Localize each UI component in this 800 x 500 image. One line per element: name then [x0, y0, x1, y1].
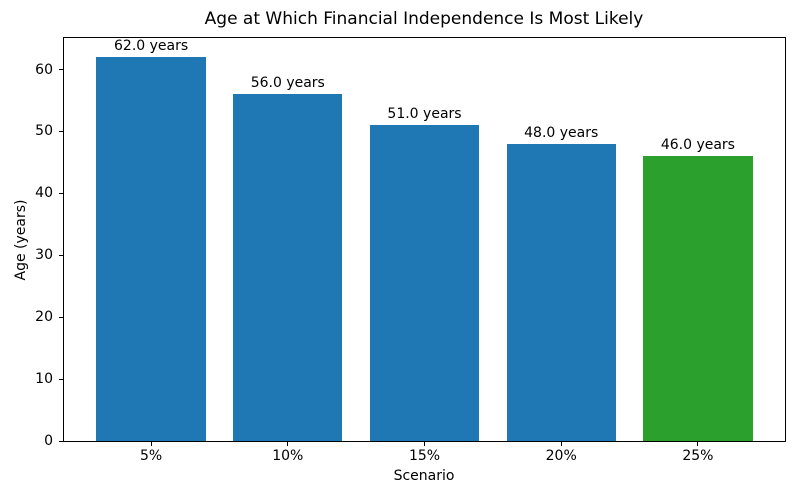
- y-tick-mark: [59, 192, 63, 194]
- y-tick-label: 50: [35, 123, 53, 140]
- x-axis-label: Scenario: [393, 468, 455, 484]
- x-tick-mark: [287, 442, 289, 446]
- x-tick-mark: [150, 442, 152, 446]
- x-tick-label: 15%: [408, 448, 441, 464]
- x-tick-mark: [560, 442, 562, 446]
- bar: [506, 143, 616, 441]
- x-tick-mark: [697, 442, 699, 446]
- y-tick-mark: [59, 69, 63, 71]
- y-tick-mark: [59, 254, 63, 256]
- x-tick-label: 10%: [272, 448, 304, 464]
- bar: [643, 156, 753, 441]
- bar: [369, 125, 480, 441]
- y-tick-label: 60: [35, 61, 53, 78]
- y-tick-label: 0: [44, 433, 53, 449]
- bar-value-label: 62.0 years: [114, 38, 189, 55]
- bar-value-label: 46.0 years: [660, 137, 735, 154]
- y-tick-mark: [59, 378, 63, 380]
- y-tick-mark: [59, 130, 63, 132]
- y-tick-label: 10: [35, 371, 53, 388]
- x-tick-label: 5%: [139, 448, 163, 464]
- bar-value-label: 48.0 years: [524, 124, 599, 141]
- chart-title: Age at Which Financial Independence Is M…: [204, 9, 644, 29]
- x-tick-label: 20%: [545, 448, 577, 464]
- y-tick-label: 20: [35, 309, 53, 326]
- bar-value-label: 56.0 years: [250, 75, 325, 92]
- y-tick-label: 40: [35, 185, 53, 202]
- y-tick-label: 30: [35, 247, 53, 264]
- bar-value-label: 51.0 years: [387, 106, 462, 123]
- bar: [233, 94, 343, 441]
- y-axis-label: Age (years): [13, 199, 29, 281]
- bar: [96, 57, 206, 441]
- y-tick-mark: [59, 440, 63, 442]
- y-tick-mark: [59, 316, 63, 318]
- x-tick-label: 25%: [682, 448, 714, 464]
- plot-area: 0 10 20 30 40 50 60 62.0 years 5% 56.0 years 10% 51…: [35, 37, 786, 464]
- x-tick-mark: [424, 442, 425, 446]
